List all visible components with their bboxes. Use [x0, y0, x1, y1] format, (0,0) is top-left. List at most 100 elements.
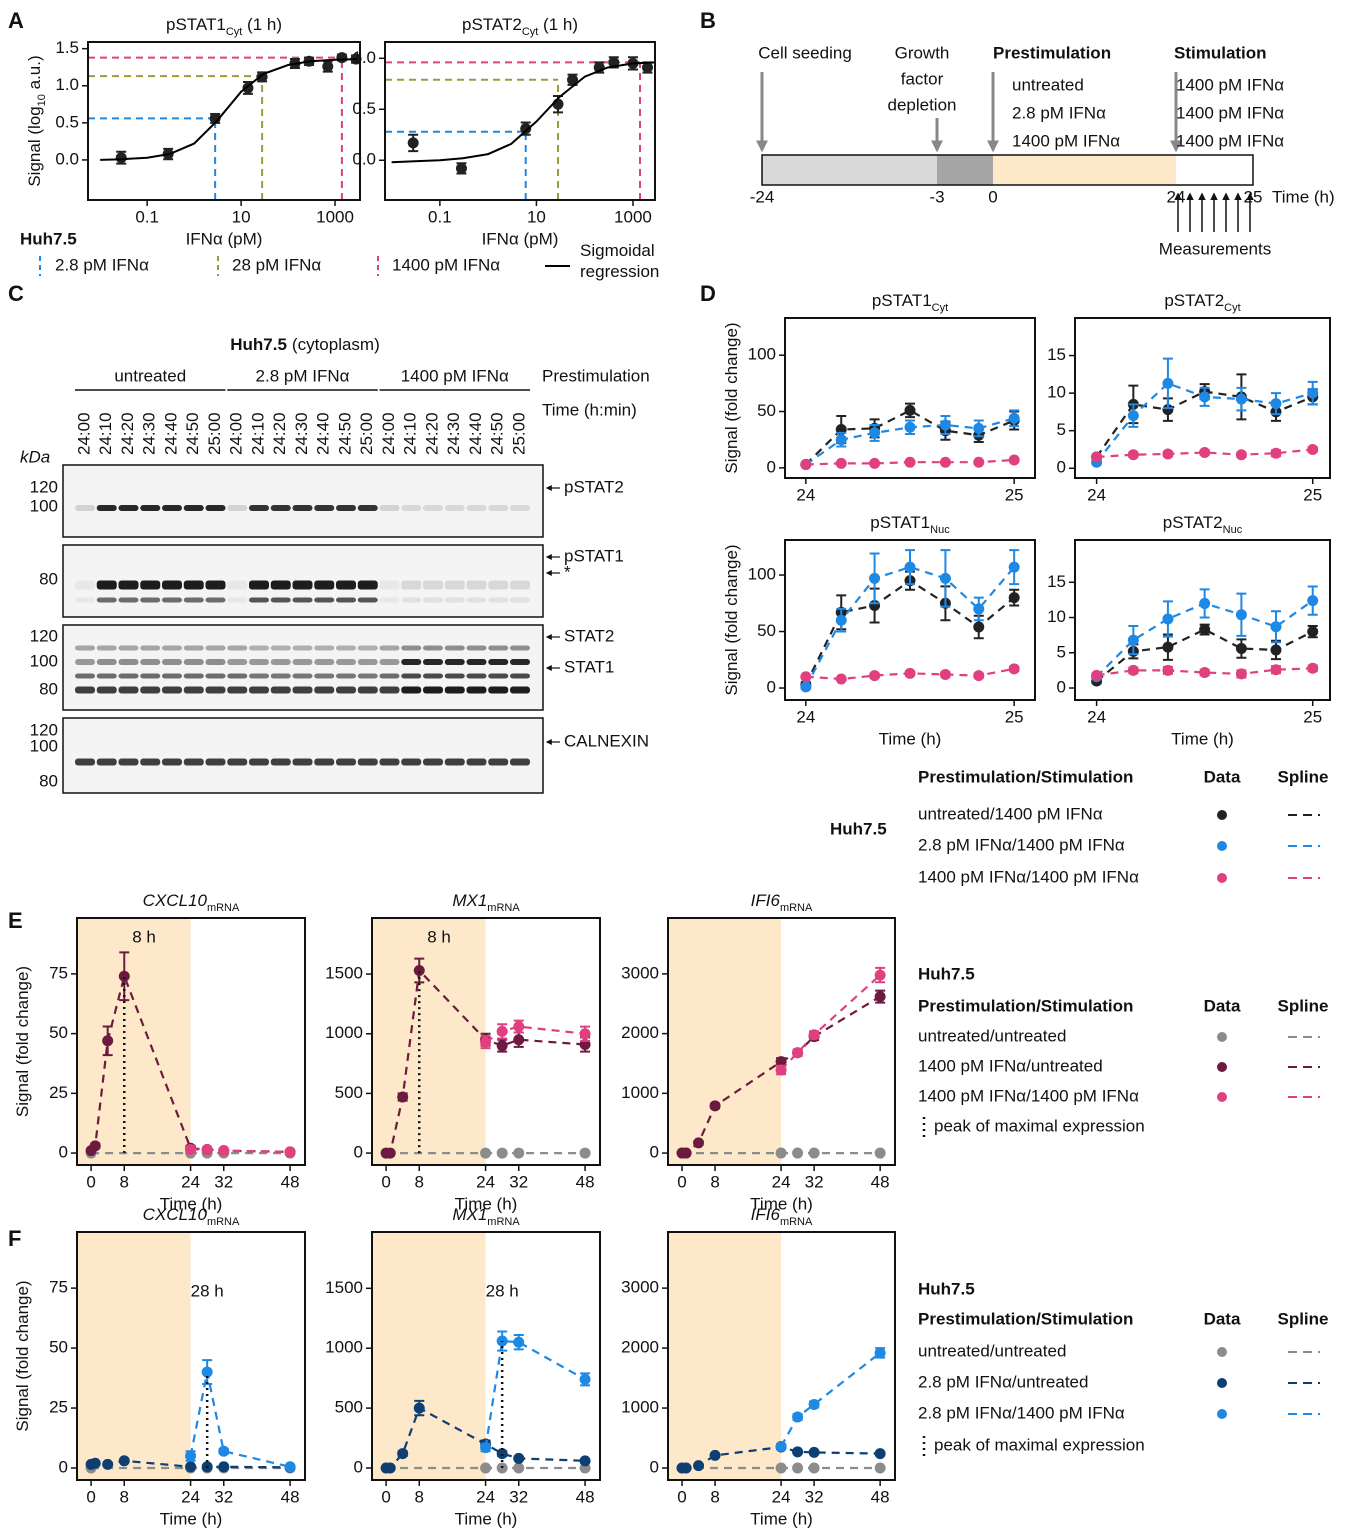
band-label: STAT2 [564, 626, 614, 645]
lane-label: 24:50 [183, 412, 202, 455]
data-point [1128, 665, 1139, 676]
data-point [1009, 454, 1020, 465]
chart-title-part: CXCL10 [143, 1205, 208, 1224]
blot-band [423, 646, 443, 651]
blot-band [510, 505, 530, 511]
data-point [776, 1148, 787, 1159]
blot-band [227, 687, 247, 694]
lane-label: 25:00 [509, 412, 528, 455]
blot-heading: Huh7.5(cytoplasm) [230, 335, 380, 354]
data-point [836, 458, 847, 469]
x-tick-label: 32 [805, 1487, 824, 1506]
shaded-period [372, 918, 486, 1165]
blot-band [206, 759, 226, 766]
x-axis-label: IFNα (pM) [186, 229, 263, 248]
blot-band [184, 674, 204, 679]
blot-band [206, 581, 226, 590]
blot-band [184, 687, 204, 694]
blot-heading-part: (cytoplasm) [292, 335, 380, 354]
y-tick-label: 2000 [621, 1338, 659, 1357]
band-label: pSTAT2 [564, 477, 624, 496]
blot-band [119, 646, 139, 651]
blot-band [162, 687, 182, 694]
group-label: 2.8 pM IFNα [256, 366, 350, 385]
y-tick-label: 100 [748, 345, 776, 364]
legend-label: 1400 pM IFNα/untreated [918, 1056, 1103, 1075]
data-point [90, 1140, 101, 1151]
lane-label: 24:40 [466, 412, 485, 455]
y-tick-label: 0 [650, 1143, 659, 1162]
blot-band [336, 687, 356, 694]
y-tick-label: 25 [49, 1398, 68, 1417]
group-label: 1400 pM IFNα [401, 366, 509, 385]
blot-band [119, 505, 139, 511]
blot-band [401, 505, 421, 511]
shaded-period [77, 1232, 191, 1480]
data-point [480, 1442, 491, 1453]
phase-item: 2.8 pM IFNα [1012, 103, 1106, 122]
data-point [480, 1037, 491, 1048]
y-tick-label: 50 [49, 1338, 68, 1357]
lane-label: 25:00 [205, 412, 224, 455]
blot-band [162, 674, 182, 679]
y-tick-label: 0.5 [55, 112, 79, 131]
data-point [836, 615, 847, 626]
blot-band [445, 659, 465, 665]
x-tick-label: 48 [576, 1487, 595, 1506]
blot-band [271, 598, 291, 603]
blot-band [227, 759, 247, 766]
blot-band [140, 598, 160, 603]
blot-band [140, 759, 160, 766]
data-point [285, 1461, 296, 1472]
x-tick-label: 25 [1005, 485, 1024, 504]
event-label: Growth [895, 43, 950, 62]
data-point [1091, 670, 1102, 681]
blot-panel [63, 465, 543, 537]
data-point [1162, 378, 1173, 389]
y-tick-label: 5 [1057, 642, 1066, 661]
legend-wrap: Sigmoidal regression [580, 240, 680, 290]
phase-item: 1400 pM IFNα [1176, 131, 1284, 150]
panel-letter: A [8, 8, 24, 33]
legend-dot [1217, 873, 1227, 883]
panel-letter: B [700, 8, 716, 33]
chart-title-part: pSTAT1 [872, 291, 932, 310]
blot-band [249, 598, 269, 603]
y-tick-label: 1000 [325, 1338, 363, 1357]
x-tick-label: 10 [232, 207, 251, 226]
blot-band [510, 759, 530, 766]
legend-label: untreated/untreated [918, 1026, 1066, 1045]
blot-band [293, 581, 313, 590]
x-tick-label: 8 [710, 1487, 719, 1506]
blot-band [97, 598, 117, 603]
blot-band [423, 505, 443, 511]
blot-band [401, 646, 421, 651]
legend-header: Prestimulation/Stimulation [918, 1309, 1133, 1328]
blot-band [184, 505, 204, 511]
data-point [809, 1447, 820, 1458]
x-tick-label: 24 [476, 1487, 495, 1506]
y-tick-label: 3000 [621, 1278, 659, 1297]
data-point [973, 622, 984, 633]
blot-band [510, 659, 530, 665]
y-tick-label: 0 [1057, 458, 1066, 477]
blot-band [314, 646, 334, 651]
data-point [1307, 595, 1318, 606]
band-label: STAT1 [564, 657, 614, 676]
data-point [1270, 644, 1281, 655]
blot-band [467, 659, 487, 665]
blot-band [488, 646, 508, 651]
chart-title-part: mRNA [207, 902, 240, 914]
x-axis-label: Time (h) [455, 1509, 518, 1528]
blot-band [206, 646, 226, 651]
data-point [1307, 663, 1318, 674]
peak-label: 8 h [132, 927, 156, 946]
blot-band [488, 687, 508, 694]
blot-band [510, 581, 530, 590]
y-tick-label: 50 [757, 401, 776, 420]
blot-band [510, 674, 530, 679]
event-label: factor [901, 69, 944, 88]
blot-band [271, 646, 291, 651]
data-point [1128, 410, 1139, 421]
data-point [875, 1347, 886, 1358]
